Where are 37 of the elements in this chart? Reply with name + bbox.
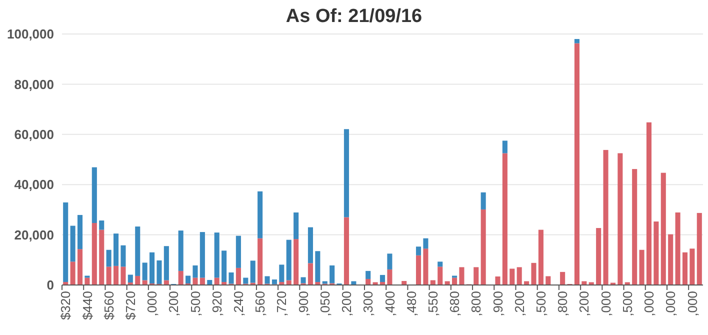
x-tick-label: ,000: [642, 291, 657, 316]
x-tick-label: ,240: [231, 291, 246, 316]
x-tick-label: ,050: [317, 291, 332, 316]
y-tick-label: 60,000: [14, 126, 54, 142]
chart-title: As Of: 21/09/16: [286, 6, 422, 27]
x-tick-label: ,550: [425, 291, 440, 316]
x-tick-label: ,000: [144, 291, 160, 316]
y-tick-label: 0: [46, 278, 54, 293]
x-tick-label: $320: [58, 291, 74, 320]
x-tick-label: ,920: [209, 291, 224, 316]
x-tick-label: ,400: [382, 291, 398, 316]
x-tick-label: ,480: [404, 291, 419, 316]
y-tick-label: 40,000: [14, 177, 54, 192]
x-tick-label: $440: [80, 291, 95, 320]
x-tick-label: ,000: [598, 291, 614, 316]
x-tick-label: ,500: [188, 291, 203, 316]
x-tick-label: ,900: [490, 291, 506, 316]
y-tick-label: 80,000: [14, 76, 54, 92]
y-tick-label: 100,000: [7, 26, 54, 42]
x-tick-label: ,300: [360, 291, 376, 316]
x-tick-label: ,800: [468, 291, 484, 316]
x-tick-label: ,800: [555, 291, 570, 316]
y-tick-label: 20,000: [14, 227, 54, 242]
x-tick-label: ,200: [576, 291, 592, 316]
x-tick-label: ,720: [274, 291, 290, 316]
x-tick-label: ,000: [663, 291, 678, 316]
x-tick-label: ,500: [620, 291, 635, 316]
x-tick-label: ,200: [339, 291, 354, 316]
x-tick-label: ,200: [166, 291, 182, 316]
x-tick-label: ,900: [296, 291, 311, 316]
x-tick-label: $560: [101, 291, 116, 320]
x-tick-label: ,500: [534, 291, 548, 316]
x-tick-label: ,560: [252, 291, 268, 316]
x-tick-label: ,000: [684, 291, 700, 316]
x-tick-label: $720: [122, 291, 138, 320]
x-tick-label: ,200: [512, 291, 527, 316]
x-tick-label: ,680: [447, 291, 462, 316]
